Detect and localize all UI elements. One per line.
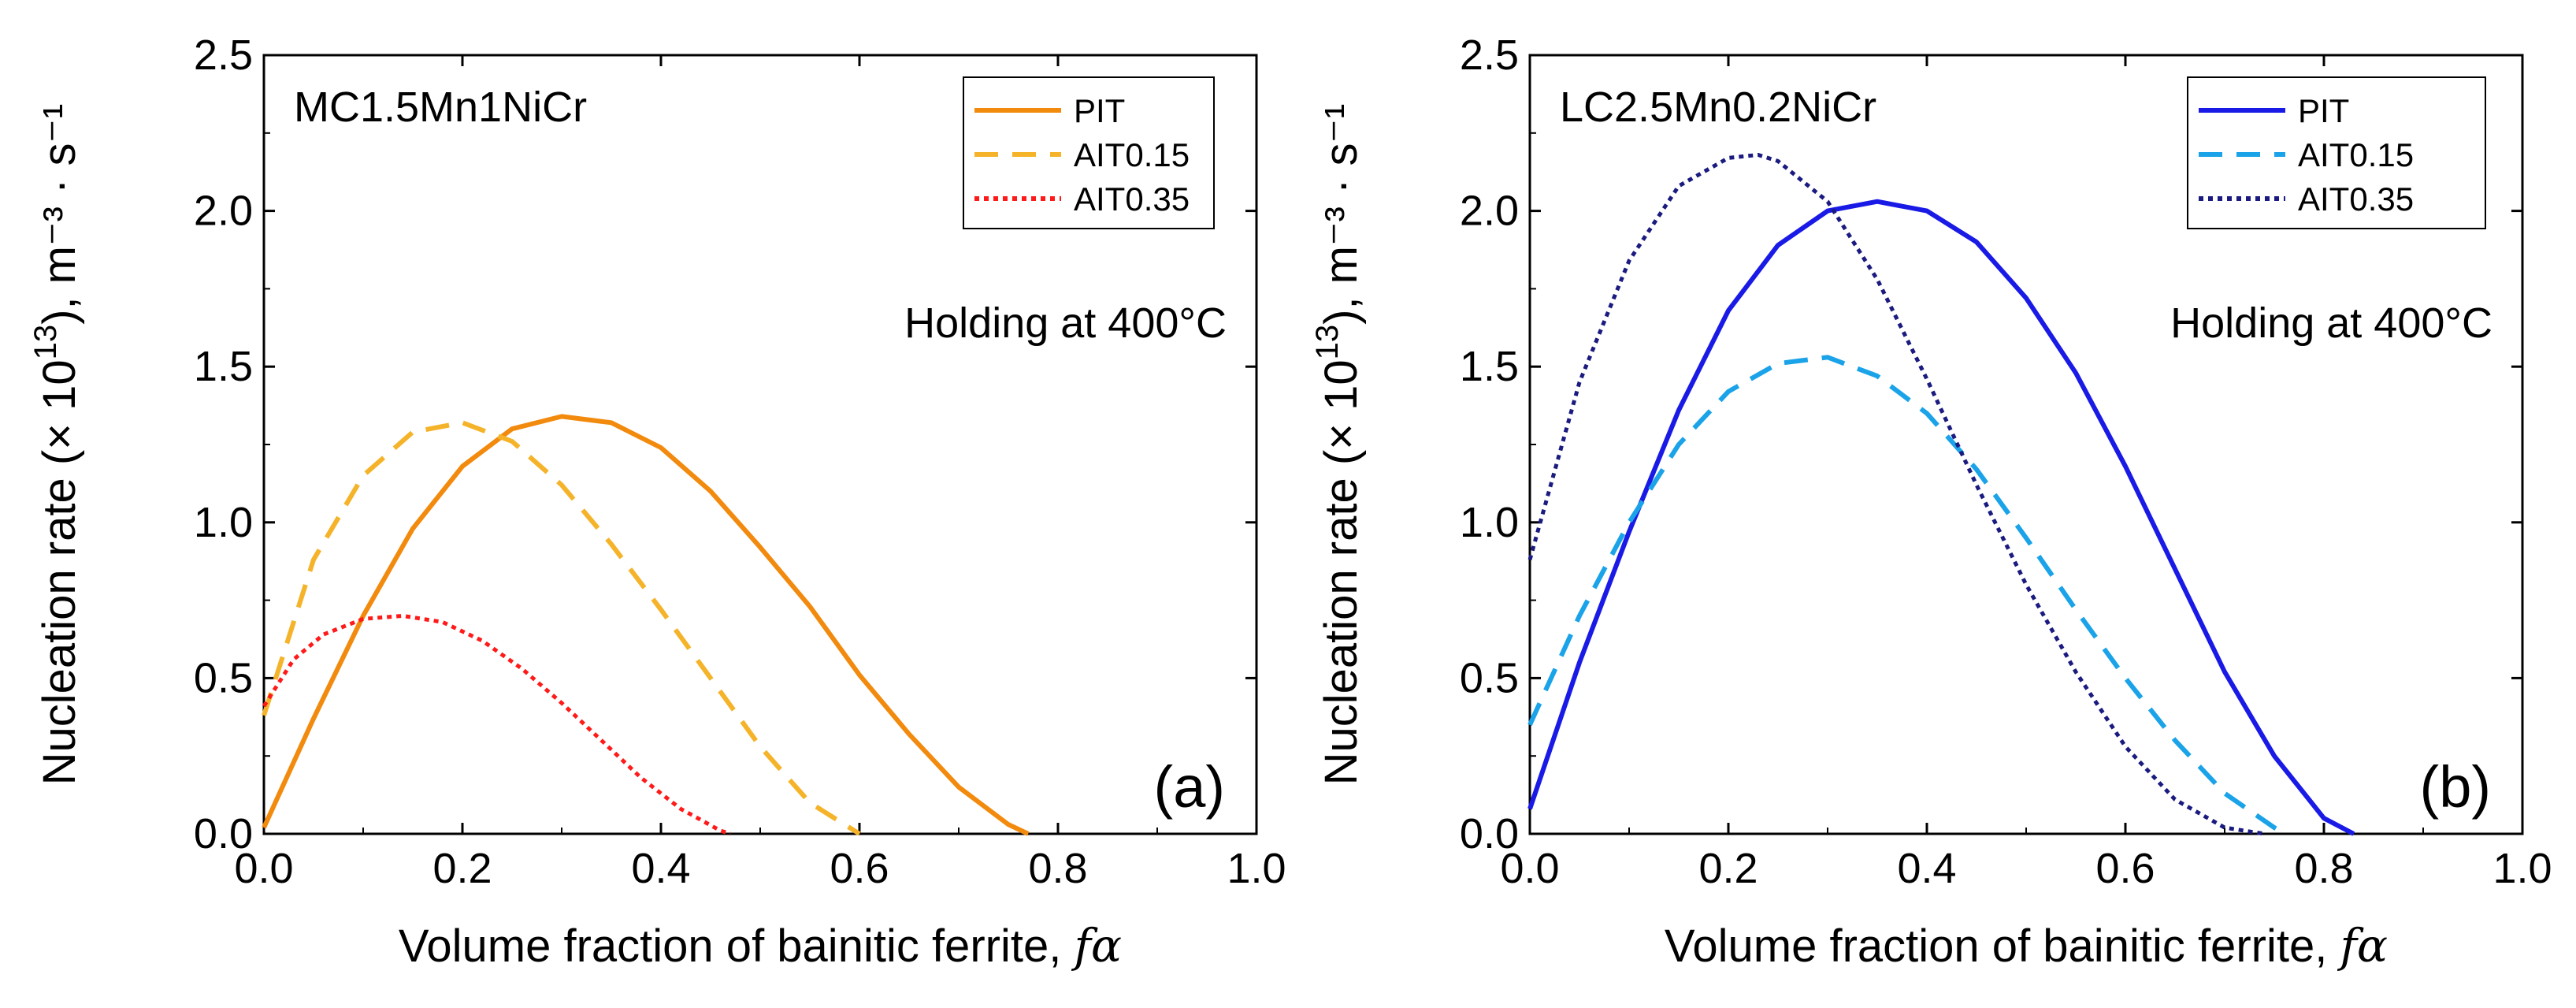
series-line-pit bbox=[1527, 199, 2355, 836]
x-tick-label: 1.0 bbox=[2492, 845, 2552, 892]
holding-temperature-annotation: Holding at 400°C bbox=[2170, 299, 2492, 347]
legend-box bbox=[963, 76, 1215, 229]
series-line-ait015 bbox=[262, 420, 861, 836]
y-axis-label-text: Nucleation rate (× 10 bbox=[1316, 359, 1367, 785]
x-tick-label: 0.2 bbox=[432, 845, 492, 892]
x-axis-label: Volume fraction of bainitic ferrite, fα bbox=[399, 919, 1122, 973]
y-axis-label: Nucleation rate (× 1013), m⁻³ · s⁻¹ bbox=[1310, 104, 1367, 786]
y-tick-label: 0.0 bbox=[194, 810, 253, 857]
series-group bbox=[262, 414, 1030, 836]
x-tick-label: 0.0 bbox=[1500, 845, 1559, 892]
y-tick-label: 2.5 bbox=[194, 32, 253, 79]
x-tick-label: 0.8 bbox=[2294, 845, 2353, 892]
y-tick-label: 0.5 bbox=[194, 654, 253, 701]
x-tick-label: 0.8 bbox=[1028, 845, 1087, 892]
series-group bbox=[1527, 153, 2355, 836]
legend-label: PIT bbox=[1074, 92, 1125, 129]
legend: PIT AIT0.15 AIT0.35 bbox=[963, 76, 1215, 229]
panel-letter: (a) bbox=[1154, 754, 1225, 820]
x-axis-label-text: Volume fraction of bainitic ferrite, bbox=[1665, 921, 2340, 972]
y-tick-label: 2.5 bbox=[1460, 32, 1519, 79]
legend-label: AIT0.35 bbox=[1074, 180, 1190, 218]
y-axis-exponent: 13 bbox=[1310, 325, 1345, 360]
y-tick-label: 1.5 bbox=[194, 343, 253, 390]
x-tick-label: 0.6 bbox=[2095, 845, 2155, 892]
legend-label: AIT0.15 bbox=[1074, 136, 1190, 173]
y-tick-label: 1.5 bbox=[1460, 343, 1519, 390]
y-tick-label: 1.0 bbox=[1460, 499, 1519, 546]
x-tick-label: 0.0 bbox=[234, 845, 293, 892]
x-tick-label: 0.6 bbox=[830, 845, 889, 892]
x-axis-symbol: fα bbox=[2337, 919, 2388, 973]
y-axis-units: ), m⁻³ · s⁻¹ bbox=[1316, 104, 1367, 325]
y-tick-label: 0.0 bbox=[1460, 810, 1519, 857]
y-axis-label: Nucleation rate (× 1013), m⁻³ · s⁻¹ bbox=[28, 104, 85, 786]
chart-panel-b: 0.0 0.2 0.4 0.6 0.8 1.0 0.0 0.5 1.0 1.5 2.0 2.5 PIT A… bbox=[1310, 32, 2552, 973]
x-tick-label: 1.0 bbox=[1227, 845, 1286, 892]
panel-title: MC1.5Mn1NiCr bbox=[294, 84, 587, 131]
series-line-pit bbox=[262, 414, 1030, 836]
holding-temperature-annotation: Holding at 400°C bbox=[904, 299, 1227, 347]
x-tick-label: 0.4 bbox=[631, 845, 690, 892]
legend-label: AIT0.35 bbox=[2298, 180, 2414, 218]
y-tick-label: 2.0 bbox=[1460, 188, 1519, 235]
legend: PIT AIT0.15 AIT0.35 bbox=[2187, 76, 2486, 229]
y-tick-label: 0.5 bbox=[1460, 654, 1519, 701]
series-line-ait035 bbox=[262, 613, 731, 836]
chart-panel-a: 0.0 0.2 0.4 0.6 0.8 1.0 0.0 0.5 1.0 1.5 2.0 2.5 PIT A… bbox=[28, 32, 1286, 973]
y-axis-units: ), m⁻³ · s⁻¹ bbox=[34, 104, 85, 325]
x-axis-symbol: fα bbox=[1071, 919, 1122, 973]
panel-letter: (b) bbox=[2420, 754, 2491, 820]
y-axis-exponent: 13 bbox=[28, 325, 63, 360]
x-tick-label: 0.2 bbox=[1698, 845, 1758, 892]
y-tick-label: 1.0 bbox=[194, 499, 253, 546]
y-tick-label: 2.0 bbox=[194, 188, 253, 235]
series-line-ait015 bbox=[1527, 355, 2286, 836]
legend-label: PIT bbox=[2298, 92, 2349, 129]
x-tick-label: 0.4 bbox=[1897, 845, 1956, 892]
y-axis-label-text: Nucleation rate (× 10 bbox=[34, 359, 85, 785]
x-axis-label-text: Volume fraction of bainitic ferrite, bbox=[399, 921, 1075, 972]
series-line-ait035 bbox=[1527, 153, 2265, 836]
x-axis-label: Volume fraction of bainitic ferrite, fα bbox=[1665, 919, 2388, 973]
legend-label: AIT0.15 bbox=[2298, 136, 2414, 173]
panel-title: LC2.5Mn0.2NiCr bbox=[1560, 84, 1876, 131]
